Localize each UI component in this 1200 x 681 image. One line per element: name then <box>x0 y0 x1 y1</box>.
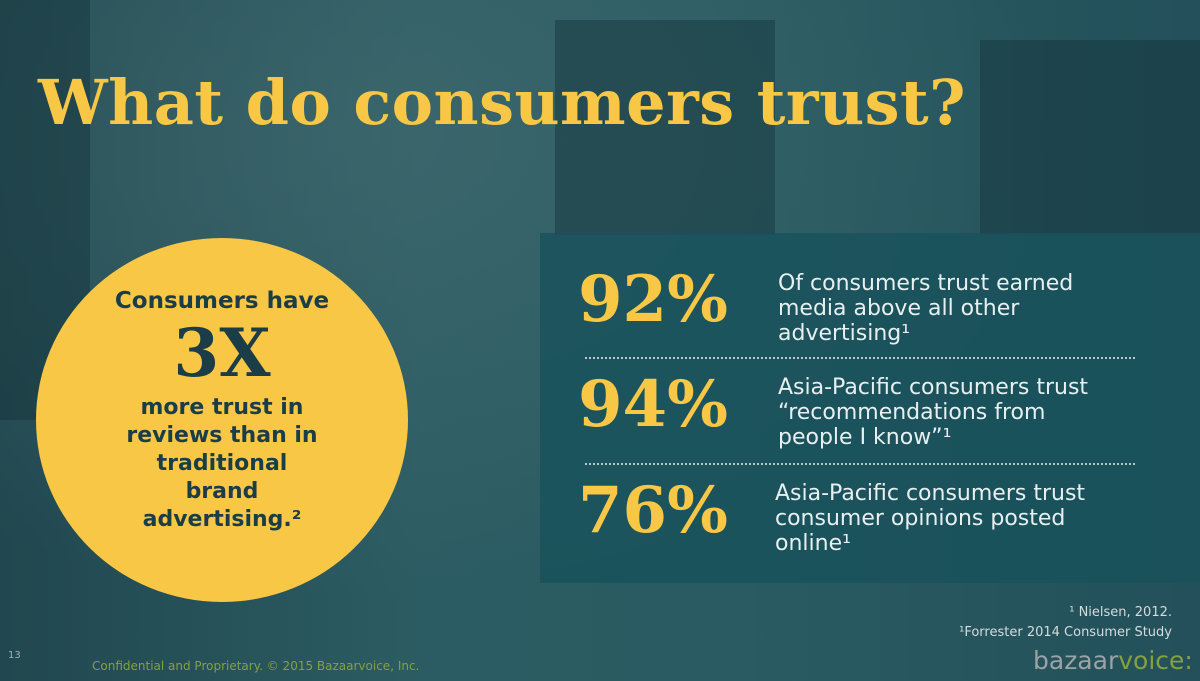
logo: bazaarvoice: <box>1033 646 1193 675</box>
logo-part: voice <box>1118 646 1185 675</box>
callout-circle: Consumers have 3X more trust in reviews … <box>36 238 408 602</box>
stat-text: Of consumers trust earned media above al… <box>778 271 1074 346</box>
logo-part: : <box>1184 646 1193 675</box>
footnote: ¹ Nielsen, 2012. <box>1069 605 1172 620</box>
background-building <box>980 40 1200 235</box>
stat-text: Asia-Pacific consumers trust consumer op… <box>775 481 1086 556</box>
footnote: ¹Forrester 2014 Consumer Study <box>959 625 1172 640</box>
logo-part: bazaar <box>1033 646 1119 675</box>
divider <box>585 463 1135 465</box>
stats-panel <box>540 233 1200 583</box>
confidential-notice: Confidential and Proprietary. © 2015 Baz… <box>92 659 420 673</box>
background-building <box>555 20 775 235</box>
callout-figure: 3X <box>173 314 271 392</box>
divider <box>585 357 1135 359</box>
callout-text: more trust in reviews than in traditiona… <box>126 395 318 532</box>
stat-value: 92% <box>578 262 728 337</box>
callout-intro: Consumers have <box>114 288 330 314</box>
page-number: 13 <box>8 650 21 661</box>
stat-value: 76% <box>578 473 728 548</box>
stat-value: 94% <box>578 367 728 442</box>
stat-text: Asia-Pacific consumers trust “recommenda… <box>778 375 1089 450</box>
title: What do consumers trust? <box>38 66 967 139</box>
